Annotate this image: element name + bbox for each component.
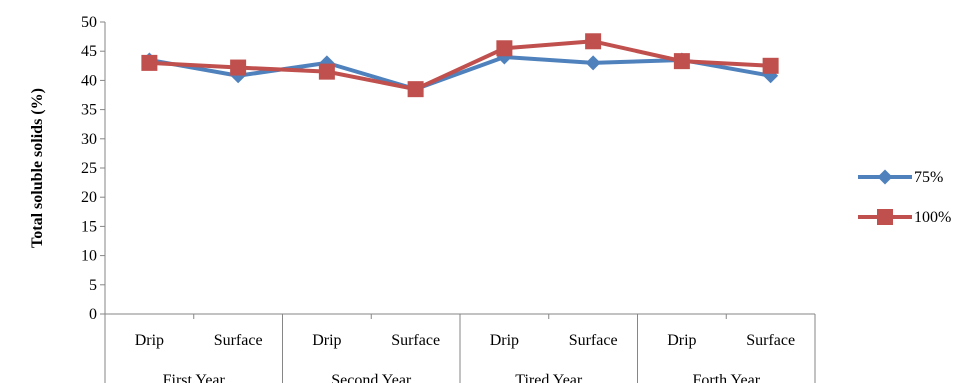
x-group-label: First Year	[163, 372, 226, 383]
legend-label: 100%	[914, 209, 951, 226]
legend-label: 75%	[914, 169, 943, 186]
y-tick-label: 35	[81, 102, 97, 119]
x-tick-label: Surface	[391, 332, 440, 349]
data-point	[496, 40, 513, 57]
x-tick-label: Surface	[214, 332, 263, 349]
y-tick-label: 10	[81, 248, 97, 265]
series-line	[149, 39, 771, 92]
x-tick-label: Surface	[569, 332, 618, 349]
y-tick-label: 50	[81, 14, 97, 31]
series-layer	[141, 33, 779, 98]
y-tick-label: 40	[81, 72, 97, 89]
legend-marker	[877, 169, 893, 185]
x-groups: First Year Second Year Tired Year Forth Yea…	[104, 314, 816, 383]
x-ticks: Drip Surface Drip Surface Drip Surface Drip Sur…	[104, 314, 816, 349]
y-axis-label: Total soluble solids (%)	[29, 88, 46, 248]
data-point	[762, 57, 779, 74]
series-100pct	[141, 33, 779, 98]
data-point	[585, 55, 601, 71]
data-point	[407, 81, 424, 98]
data-point	[318, 63, 335, 80]
x-group-label: Second Year	[331, 372, 412, 383]
y-ticks: 0 5 10 15 20 25 30 35 40 45 50	[81, 14, 105, 323]
x-tick-label: Drip	[312, 332, 341, 349]
data-point	[673, 53, 690, 70]
y-tick-label: 45	[81, 43, 97, 60]
data-point	[585, 33, 602, 50]
legend-marker	[877, 209, 893, 225]
x-tick-label: Surface	[746, 332, 795, 349]
legend: 75% 100%	[858, 169, 951, 226]
x-tick-label: Drip	[667, 332, 696, 349]
x-tick-label: Drip	[135, 332, 164, 349]
y-tick-label: 5	[89, 277, 97, 294]
y-tick-label: 30	[81, 131, 97, 148]
data-point	[141, 54, 158, 71]
x-group-label: Tired Year	[515, 372, 583, 383]
y-tick-label: 20	[81, 189, 97, 206]
x-group-label: Forth Year	[692, 372, 760, 383]
y-tick-label: 25	[81, 160, 97, 177]
series-line	[149, 55, 771, 92]
y-tick-label: 0	[89, 306, 97, 323]
x-tick-label: Drip	[490, 332, 519, 349]
y-tick-label: 15	[81, 218, 97, 235]
data-point	[230, 59, 247, 76]
